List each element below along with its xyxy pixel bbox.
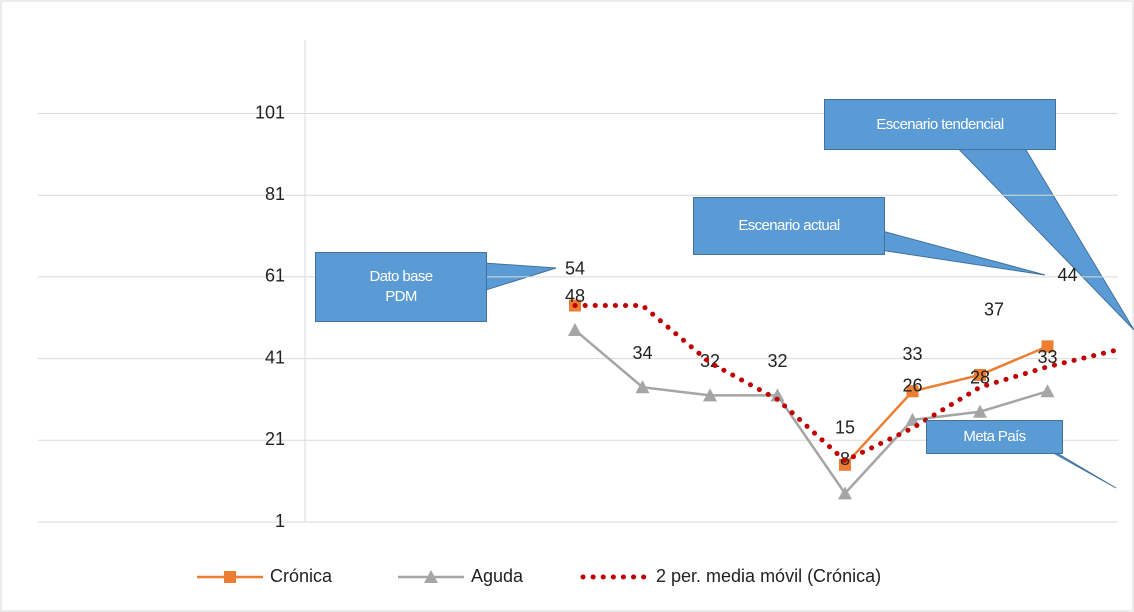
marker [568, 323, 582, 337]
y-tick-label: 61 [265, 266, 285, 286]
y-tick-label: 101 [255, 102, 285, 122]
data-label: 48 [565, 286, 585, 306]
y-tick-label: 81 [265, 184, 285, 204]
y-tick-label: 41 [265, 347, 285, 367]
marker [1041, 340, 1054, 353]
data-label: 26 [902, 376, 922, 396]
callout: Escenario tendencial [824, 99, 1056, 150]
marker [973, 404, 987, 418]
marker [770, 388, 785, 402]
marker [839, 458, 851, 471]
legend-label: Aguda [471, 566, 524, 586]
data-label: 28 [970, 367, 990, 387]
callout: Escenario actual [693, 197, 885, 255]
legend-label: 2 per. media móvil (Crónica) [656, 566, 881, 586]
marker [906, 385, 919, 398]
y-tick-label: 1 [275, 511, 285, 531]
marker [1040, 384, 1055, 398]
legend-label: Crónica [270, 566, 333, 586]
y-tick-label: 21 [265, 429, 285, 449]
marker [703, 388, 717, 402]
series-line [844, 345, 1048, 466]
marker [974, 368, 986, 381]
data-label: 34 [632, 343, 652, 363]
data-label: 15 [835, 418, 855, 438]
data-label: 44 [1057, 265, 1077, 285]
legend-marker [224, 571, 236, 583]
data-label: 32 [767, 351, 787, 371]
marker [838, 486, 852, 500]
series-line [574, 329, 1048, 495]
data-label: 37 [984, 300, 1004, 320]
legend-marker [424, 570, 438, 583]
data-label: 32 [700, 351, 720, 371]
callout: Dato base PDM [315, 252, 487, 322]
series-line [572, 303, 1118, 464]
data-label: 33 [902, 344, 922, 364]
marker [905, 412, 920, 426]
marker [635, 380, 650, 394]
data-label: 33 [1037, 347, 1057, 367]
data-label: 54 [565, 258, 585, 278]
callout: Meta País [926, 420, 1063, 454]
